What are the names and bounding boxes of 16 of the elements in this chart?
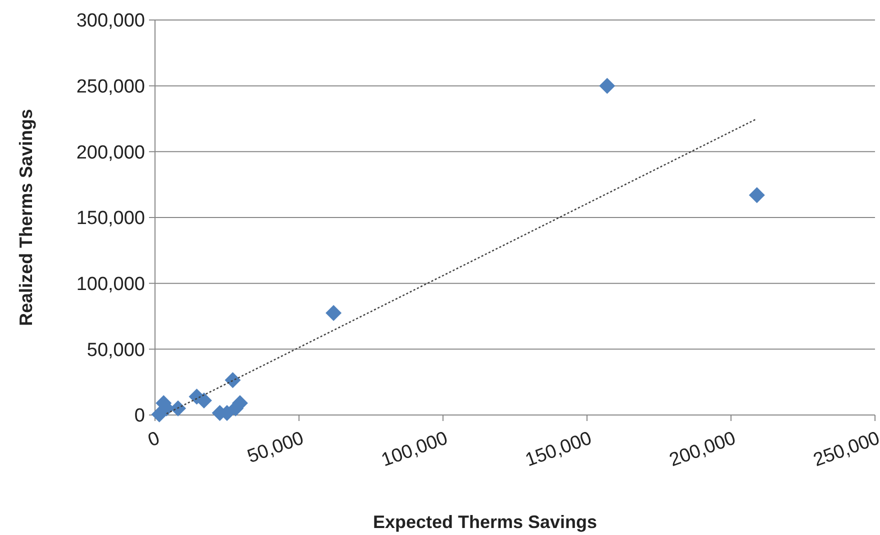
- y-tick-label: 0: [134, 406, 145, 427]
- y-tick-label: 250,000: [76, 76, 145, 98]
- point: [326, 304, 342, 321]
- x-tick-label: 50,000: [244, 428, 307, 468]
- point: [599, 78, 616, 94]
- y-tick-label: 50,000: [86, 340, 145, 361]
- y-tick-label: 100,000: [76, 274, 145, 295]
- x-tick-label: 0: [145, 428, 163, 452]
- y-tick-label: 300,000: [76, 10, 145, 32]
- y-tick-label: 150,000: [76, 208, 145, 230]
- point: [170, 400, 186, 416]
- point: [224, 372, 241, 388]
- x-axis-title: Expected Therms Savings: [372, 512, 598, 532]
- y-axis-title: Realized Therms Savings: [16, 108, 36, 326]
- point: [748, 187, 765, 204]
- y-tick-label: 200,000: [76, 142, 145, 164]
